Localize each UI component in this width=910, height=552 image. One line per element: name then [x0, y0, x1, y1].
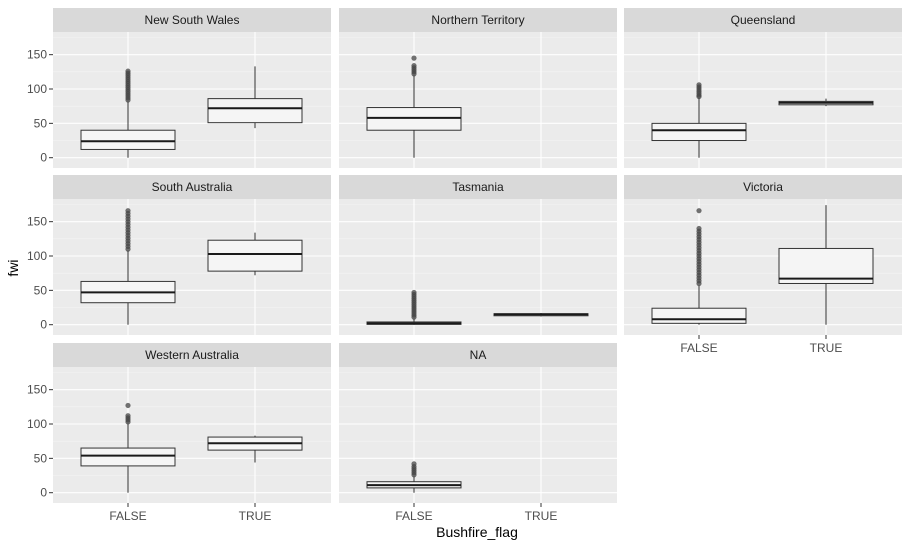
outlier-point	[411, 461, 417, 467]
y-tick-label: 0	[40, 486, 47, 500]
box-false	[366, 289, 462, 325]
facet-panel: Victoria FALSE TRUE	[624, 175, 902, 355]
box-true	[493, 313, 589, 317]
facet-strip	[339, 8, 617, 32]
box-true	[778, 205, 874, 325]
facet-strip	[339, 175, 617, 199]
x-tick-label: TRUE	[525, 509, 558, 523]
facet-strip-label: Northern Territory	[431, 13, 524, 27]
facet-strip-label: South Australia	[152, 180, 233, 194]
y-tick-label: 150	[27, 48, 47, 62]
facet-panel: Queensland	[624, 8, 902, 168]
y-tick-label: 150	[27, 383, 47, 397]
outlier-point	[125, 68, 131, 74]
box-false	[651, 82, 747, 158]
facet-panel: NA FALSE TRUE	[339, 343, 617, 523]
panel-background	[53, 367, 331, 503]
outlier-point	[696, 82, 702, 88]
box	[651, 122, 747, 142]
y-tick-label: 100	[27, 249, 47, 263]
box	[778, 247, 874, 284]
box-true	[207, 66, 303, 129]
box-false	[80, 68, 176, 158]
outlier-point	[411, 289, 417, 296]
facet-panel: South Australia 0 50 100 150	[27, 175, 331, 335]
box-true	[778, 98, 874, 107]
facet-strip-label: Western Australia	[145, 348, 239, 362]
facet-strip	[339, 343, 617, 367]
box	[207, 98, 303, 124]
box	[80, 447, 176, 467]
y-tick-label: 50	[34, 451, 48, 465]
x-tick-label: TRUE	[239, 509, 272, 523]
outlier-point	[411, 63, 417, 69]
box-false	[366, 461, 462, 493]
y-axis-title: fwi	[5, 259, 21, 276]
box-true	[207, 435, 303, 463]
box	[207, 239, 303, 272]
facet-strip-label: NA	[470, 348, 487, 362]
facet-strip	[624, 8, 902, 32]
y-tick-label: 50	[34, 283, 48, 297]
box-false	[651, 208, 747, 325]
facet-strip	[53, 343, 331, 367]
facet-strip	[53, 175, 331, 199]
y-tick-label: 0	[40, 151, 47, 165]
outlier-point	[696, 208, 702, 214]
facet-panel: Tasmania	[339, 175, 617, 335]
x-tick-label: TRUE	[810, 341, 843, 355]
facet-strip-label: Victoria	[743, 180, 783, 194]
x-tick-label: FALSE	[109, 509, 146, 523]
box	[651, 307, 747, 324]
facet-panel: New South Wales 0 50 100 150	[27, 8, 331, 168]
y-tick-label: 50	[34, 116, 48, 130]
facet-panel: Western Australia 0 50 100 150 FALSE TRUE	[27, 343, 331, 523]
box	[366, 107, 462, 131]
box-false	[80, 208, 176, 325]
outlier-point	[125, 402, 131, 409]
outlier-point	[125, 413, 131, 419]
x-axis-title: Bushfire_flag	[436, 524, 518, 540]
facet-strip	[624, 175, 902, 199]
box-false	[366, 55, 462, 158]
facet-strip-label: New South Wales	[145, 13, 240, 27]
panel-background	[624, 32, 902, 168]
outlier-point	[696, 225, 702, 232]
facet-strip	[53, 8, 331, 32]
panel-background	[339, 32, 617, 168]
box	[80, 129, 176, 150]
outlier-point	[411, 55, 417, 61]
x-tick-label: FALSE	[680, 341, 717, 355]
outlier-point	[125, 208, 131, 214]
facet-panel: Northern Territory	[339, 8, 617, 168]
x-tick-label: FALSE	[395, 509, 432, 523]
facet-strip-label: Queensland	[731, 13, 796, 27]
y-tick-label: 150	[27, 215, 47, 229]
facet-strip-label: Tasmania	[452, 180, 504, 194]
box-false	[80, 402, 176, 493]
y-tick-label: 100	[27, 417, 47, 431]
y-tick-label: 100	[27, 82, 47, 96]
y-tick-label: 0	[40, 318, 47, 332]
box-true	[207, 232, 303, 276]
